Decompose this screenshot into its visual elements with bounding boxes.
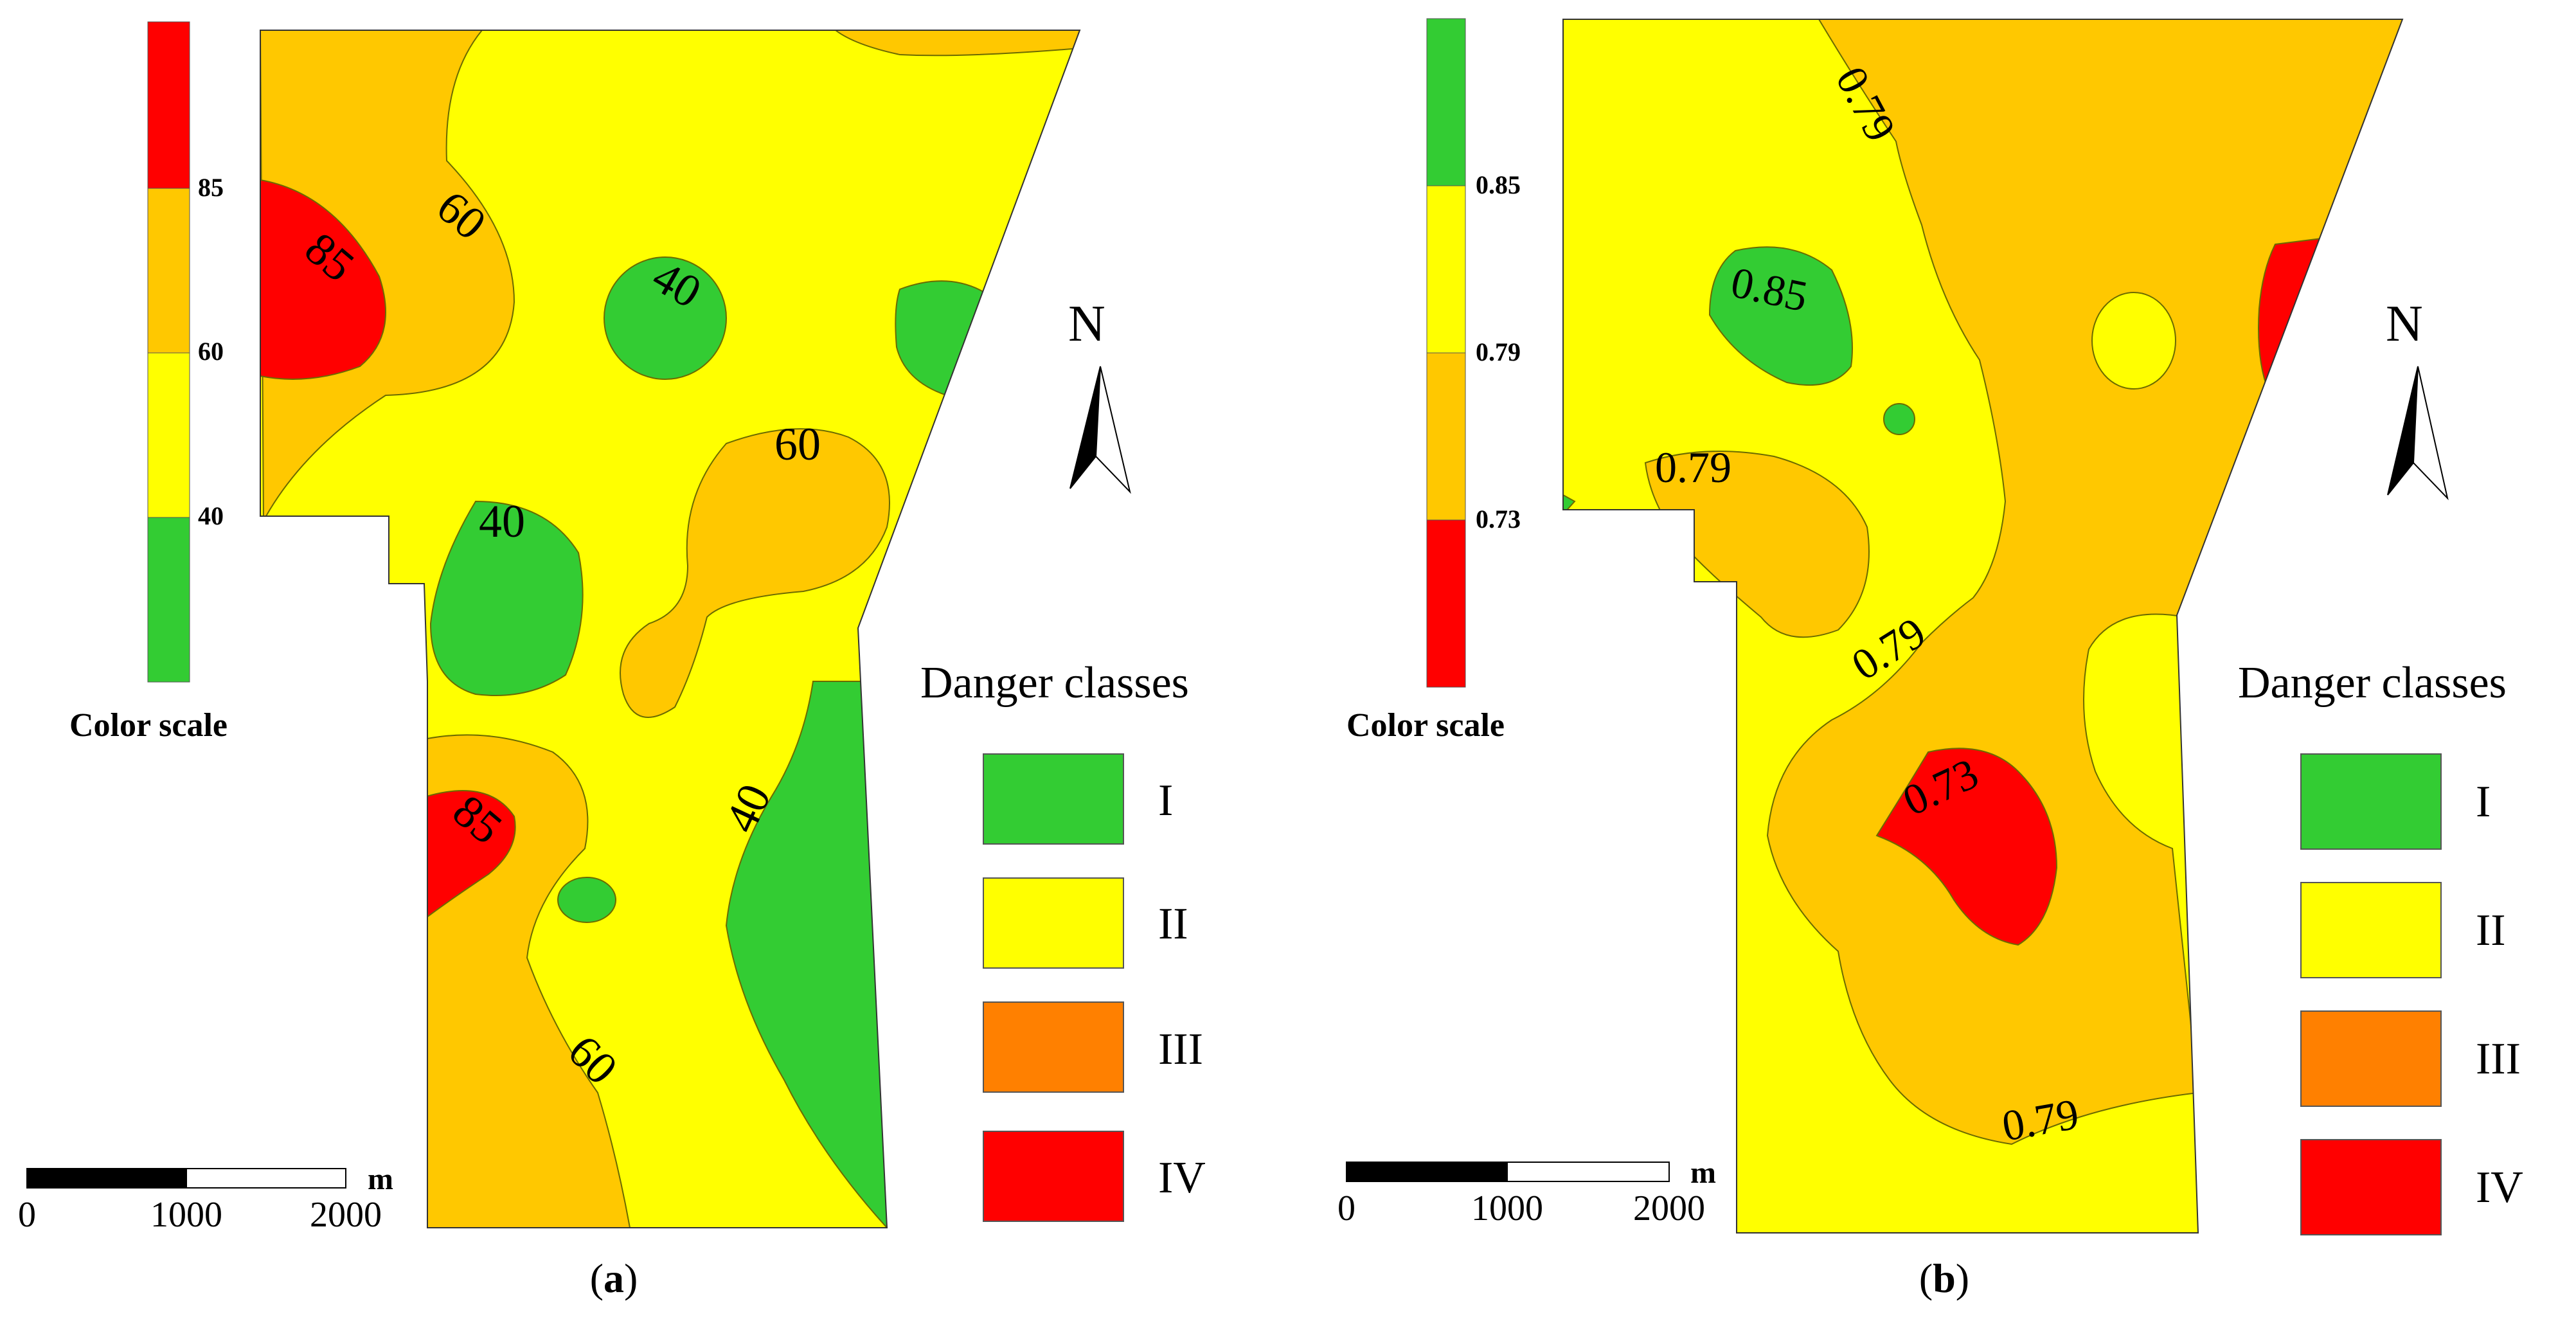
zone-class-i	[725, 681, 888, 1228]
north-arrow-icon	[2387, 366, 2419, 496]
color-scale-band-yellow	[147, 352, 190, 518]
color-scale-a: 85 60 40 Color scale	[69, 21, 228, 744]
scale-bar-tick: 0	[18, 1195, 36, 1235]
north-arrow-icon	[1095, 366, 1131, 494]
caption-open: (	[590, 1255, 604, 1301]
legend-swatch-iv	[983, 1131, 1124, 1222]
north-arrow-a: N	[1068, 296, 1131, 494]
zone-class-iv	[2258, 237, 2328, 394]
north-arrow-icon	[1069, 366, 1101, 489]
legend-label: III	[1158, 1025, 1203, 1074]
legend-a: Danger classes I II III IV	[920, 658, 1206, 1222]
legend-swatch-iii	[2300, 1010, 2442, 1107]
zone-class-iv	[424, 790, 516, 920]
caption-b: (b)	[1919, 1255, 1969, 1301]
legend-label: IV	[2476, 1163, 2523, 1212]
scale-bar-tick: 1000	[1471, 1189, 1543, 1228]
contour-label: 0.79	[1655, 443, 1731, 492]
color-scale-break: 60	[198, 337, 224, 366]
north-arrow-icon	[2412, 366, 2449, 501]
legend-label: III	[2476, 1034, 2521, 1084]
zone-class-iii	[834, 30, 1080, 57]
caption-close: )	[1956, 1255, 1969, 1301]
zone-class-i	[429, 500, 584, 696]
map-a-boundary	[260, 30, 1081, 1228]
color-scale-break: 0.85	[1476, 170, 1521, 199]
zone-class-iii	[260, 30, 515, 523]
color-scale-band-yellow	[1426, 185, 1466, 354]
legend-swatch-i	[983, 753, 1124, 845]
legend-swatch-iv	[2300, 1139, 2442, 1235]
legend-b: Danger classes I II III IV	[2238, 658, 2523, 1235]
legend-swatch-i	[2300, 753, 2442, 850]
zone-class-iii	[620, 428, 890, 718]
color-scale-b: 0.85 0.79 0.73 Color scale	[1346, 18, 1521, 744]
caption-open: (	[1919, 1255, 1933, 1301]
svg-text:(a): (a)	[590, 1255, 638, 1301]
color-scale-title: Color scale	[69, 707, 228, 744]
scale-bar-segment-dark	[1346, 1162, 1508, 1182]
legend-title: Danger classes	[920, 658, 1189, 708]
scale-bar-segment-light	[1507, 1162, 1670, 1182]
scale-bar-b: m 0 1000 2000	[1337, 1156, 1716, 1228]
legend-label: IV	[1158, 1153, 1206, 1203]
legend-swatch-ii	[2300, 882, 2442, 978]
legend-swatch-ii	[983, 877, 1124, 969]
scale-bar-tick: 1000	[150, 1195, 222, 1235]
svg-text:(b): (b)	[1919, 1255, 1969, 1301]
caption-letter: b	[1933, 1255, 1956, 1301]
color-scale-band-orange	[147, 188, 190, 354]
legend-label: I	[2476, 777, 2491, 827]
north-label: N	[1068, 296, 1105, 352]
north-arrow-b: N	[2386, 296, 2449, 501]
zone-class-i	[1708, 246, 1853, 386]
north-label: N	[2386, 296, 2423, 352]
color-scale-band-red	[1426, 519, 1466, 688]
scale-bar-segment-light	[186, 1168, 346, 1189]
panel-a: 85 60 40 Color scale	[18, 21, 1206, 1301]
zone-class-iv	[260, 179, 386, 380]
contour-label: 40	[479, 496, 525, 547]
color-scale-band-green	[1426, 18, 1466, 186]
color-scale-band-green	[147, 517, 190, 683]
caption-a: (a)	[590, 1255, 638, 1301]
scale-bar-unit: m	[368, 1162, 393, 1196]
color-scale-title: Color scale	[1346, 707, 1505, 744]
zone-class-i	[557, 877, 616, 923]
color-scale-band-orange	[1426, 352, 1466, 521]
color-scale-break: 0.73	[1476, 505, 1521, 534]
contour-label: 60	[774, 418, 821, 470]
scale-bar-a: m 0 1000 2000	[18, 1162, 393, 1235]
scale-bar-tick: 2000	[310, 1195, 382, 1235]
legend-label: II	[1158, 899, 1188, 949]
panel-b: 0.85 0.79 0.73 Color scale	[1337, 18, 2523, 1301]
map-b-boundary	[1562, 19, 2404, 1234]
scale-bar-tick: 0	[1337, 1189, 1355, 1228]
legend-swatch-iii	[983, 1001, 1124, 1093]
scale-bar-unit: m	[1690, 1156, 1716, 1190]
zone-class-iii	[1644, 451, 1870, 638]
scale-bar-segment-dark	[26, 1168, 187, 1189]
color-scale-break: 0.79	[1476, 337, 1521, 366]
zone-class-i	[604, 256, 727, 380]
legend-label: I	[1158, 776, 1173, 825]
caption-close: )	[624, 1255, 638, 1301]
color-scale-break: 85	[198, 173, 224, 202]
zone-class-i	[1883, 403, 1915, 435]
legend-label: II	[2476, 906, 2506, 955]
map-a: 85 60 40 40 60 85 60 40	[260, 30, 1081, 1228]
scale-bar-tick: 2000	[1633, 1189, 1705, 1228]
legend-title: Danger classes	[2238, 658, 2507, 708]
zone-class-iv	[1875, 748, 2058, 946]
zone-class-ii	[2091, 292, 2176, 390]
color-scale-band-red	[147, 21, 190, 189]
color-scale-break: 40	[198, 501, 224, 530]
caption-letter: a	[604, 1255, 624, 1301]
map-b: 0.79 0.85 0.79 0.79 0.73 0.79	[1562, 19, 2404, 1234]
